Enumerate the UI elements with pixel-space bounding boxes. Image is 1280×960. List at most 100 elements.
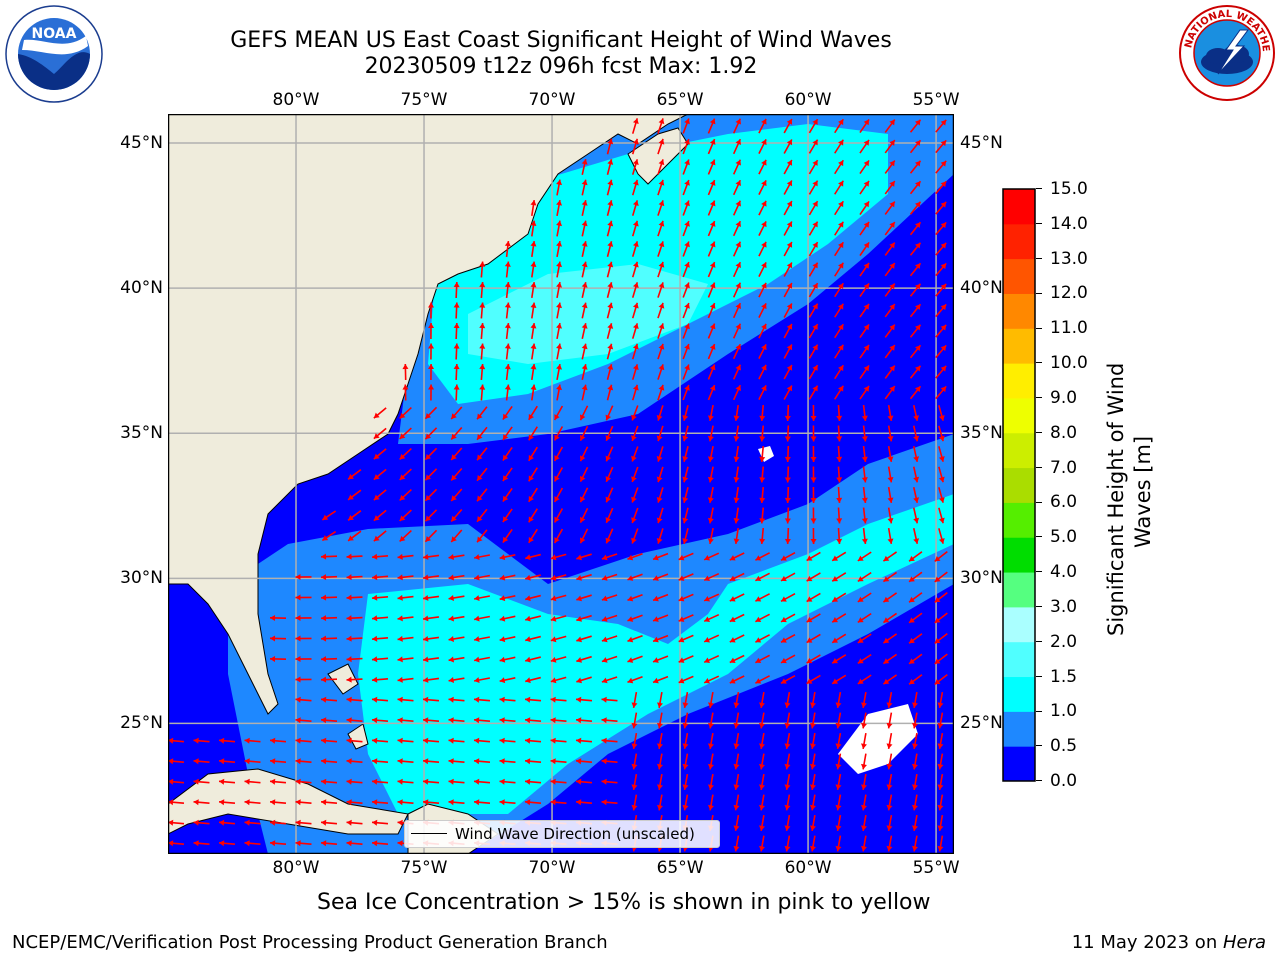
colorbar-frame [1002, 188, 1036, 782]
wave-direction-arrowhead [810, 763, 816, 770]
wave-direction-arrowhead [889, 304, 895, 310]
wave-direction-arrowhead [832, 555, 839, 561]
wave-direction-arrowhead [448, 656, 455, 663]
wave-direction-arrowhead [682, 517, 689, 524]
wave-direction-arrowhead [784, 415, 791, 421]
wave-direction-arrowhead [295, 615, 301, 622]
wave-direction-arrowhead [915, 304, 921, 311]
wave-direction-arrowhead [428, 323, 435, 329]
wave-direction-arrowhead [656, 517, 663, 524]
wave-direction-arrowhead [321, 799, 327, 806]
lat-label-left: 35°N [120, 423, 163, 444]
wave-direction-arrowhead [372, 799, 378, 806]
wave-direction-arrowhead [708, 784, 714, 790]
wave-direction-arrowhead [761, 221, 767, 228]
wave-direction-arrowhead [525, 656, 531, 663]
wave-direction-arrowhead [735, 180, 741, 187]
wave-direction-arrowhead [244, 799, 250, 806]
wave-direction-arrowhead [682, 476, 689, 483]
wave-direction-arrowhead [576, 677, 582, 684]
wave-direction-arrowhead [653, 657, 659, 663]
wave-direction-arrowhead [607, 282, 614, 288]
wave-direction-arrowhead [632, 179, 639, 186]
wave-direction-arrowhead [835, 825, 842, 831]
colorbar-segment [1003, 397, 1035, 434]
wave-direction-arrowhead [658, 261, 665, 268]
colorbar-tick [1036, 397, 1042, 399]
wave-direction-arrowhead [658, 343, 665, 350]
wave-direction-arrowhead [733, 763, 740, 770]
nws-logo-icon: NATIONAL WEATHER SERVICE [1178, 4, 1275, 101]
wave-direction-arrowhead [806, 678, 813, 684]
wave-direction-arrowhead [631, 722, 638, 729]
wave-direction-arrowhead [219, 819, 225, 826]
wave-direction-arrowhead [295, 758, 301, 765]
wave-direction-arrowhead [632, 282, 639, 288]
wave-direction-arrowhead [499, 737, 505, 744]
wave-direction-arrowhead [428, 364, 435, 370]
wave-direction-arrowhead [733, 722, 740, 729]
wave-direction-arrowhead [632, 220, 639, 227]
wave-direction-arrowhead [857, 555, 864, 561]
wave-direction-arrowhead [607, 241, 614, 247]
wave-direction-arrowhead [709, 118, 716, 125]
sea-ice-caption: Sea Ice Concentration > 15% is shown in … [317, 890, 931, 915]
wave-direction-arrowhead [836, 477, 843, 483]
wave-direction-arrowhead [780, 616, 787, 623]
wave-direction-arrowhead [550, 737, 556, 744]
wave-direction-arrowhead [448, 778, 454, 785]
wave-direction-arrowhead [786, 282, 793, 289]
wave-direction-arrowhead [857, 617, 864, 623]
land-nova-scotia [627, 127, 689, 185]
wave-direction-arrowhead [348, 494, 354, 500]
wave-direction-arrowhead [423, 574, 429, 581]
colorbar-tick-label: 4.0 [1050, 562, 1078, 583]
wave-direction-arrowhead [704, 575, 711, 581]
wave-direction-arrowhead [657, 743, 663, 749]
wave-direction-arrowhead [838, 385, 844, 392]
colorbar-tick [1036, 745, 1042, 747]
wave-direction-arrowhead [861, 722, 867, 729]
wave-direction-arrowhead [530, 261, 537, 267]
wave-direction-arrowhead [402, 364, 409, 370]
wave-direction-arrowhead [193, 778, 199, 785]
colorbar-tick-label: 15.0 [1050, 179, 1088, 199]
wave-direction-arrowhead [372, 758, 378, 765]
wave-direction-arrowhead [656, 476, 663, 483]
wave-direction-arrowhead [451, 413, 457, 420]
colorbar-tick-label: 1.5 [1050, 666, 1078, 687]
wave-direction-arrowhead [784, 784, 791, 790]
wave-direction-arrowhead [733, 456, 740, 462]
wave-direction-arrowhead [889, 386, 895, 392]
wave-direction-arrowhead [733, 825, 740, 831]
wave-direction-arrowhead [556, 220, 562, 227]
wave-direction-arrowhead [168, 737, 174, 744]
wave-direction-arrowhead [838, 139, 844, 146]
wave-direction-arrowhead [295, 656, 301, 663]
colorbar-tick [1036, 292, 1042, 294]
wave-direction-arrowhead [810, 743, 816, 749]
wave-direction-arrowhead [682, 538, 689, 544]
wave-direction-arrowhead [321, 656, 327, 663]
wave-direction-arrowhead [397, 574, 403, 581]
wave-direction-arrowhead [581, 302, 588, 309]
wave-direction-arrowhead [576, 717, 582, 724]
wave-direction-arrowhead [451, 454, 457, 461]
wave-direction-arrowhead [448, 717, 454, 724]
wave-direction-arrowhead [658, 241, 665, 248]
wave-direction-arrowhead [937, 845, 944, 852]
wave-direction-arrowhead [321, 737, 327, 744]
wave-direction-arrowhead [601, 657, 608, 663]
wave-direction-arrowhead [684, 241, 690, 248]
wave-direction-arrowhead [474, 696, 480, 703]
wave-direction-arrowhead [632, 343, 639, 350]
wave-direction-arrowhead [632, 323, 639, 329]
colorbar-tick-label: 13.0 [1050, 248, 1088, 269]
wave-direction-arrowhead [504, 343, 511, 349]
wave-direction-arrowhead [556, 241, 562, 247]
wave-direction-arrowhead [576, 595, 582, 602]
wave-direction-arrowhead [428, 302, 435, 308]
wave-direction-arrowhead [321, 696, 327, 703]
wave-direction-arrowhead [786, 344, 793, 351]
wave-direction-arrowhead [219, 737, 225, 744]
